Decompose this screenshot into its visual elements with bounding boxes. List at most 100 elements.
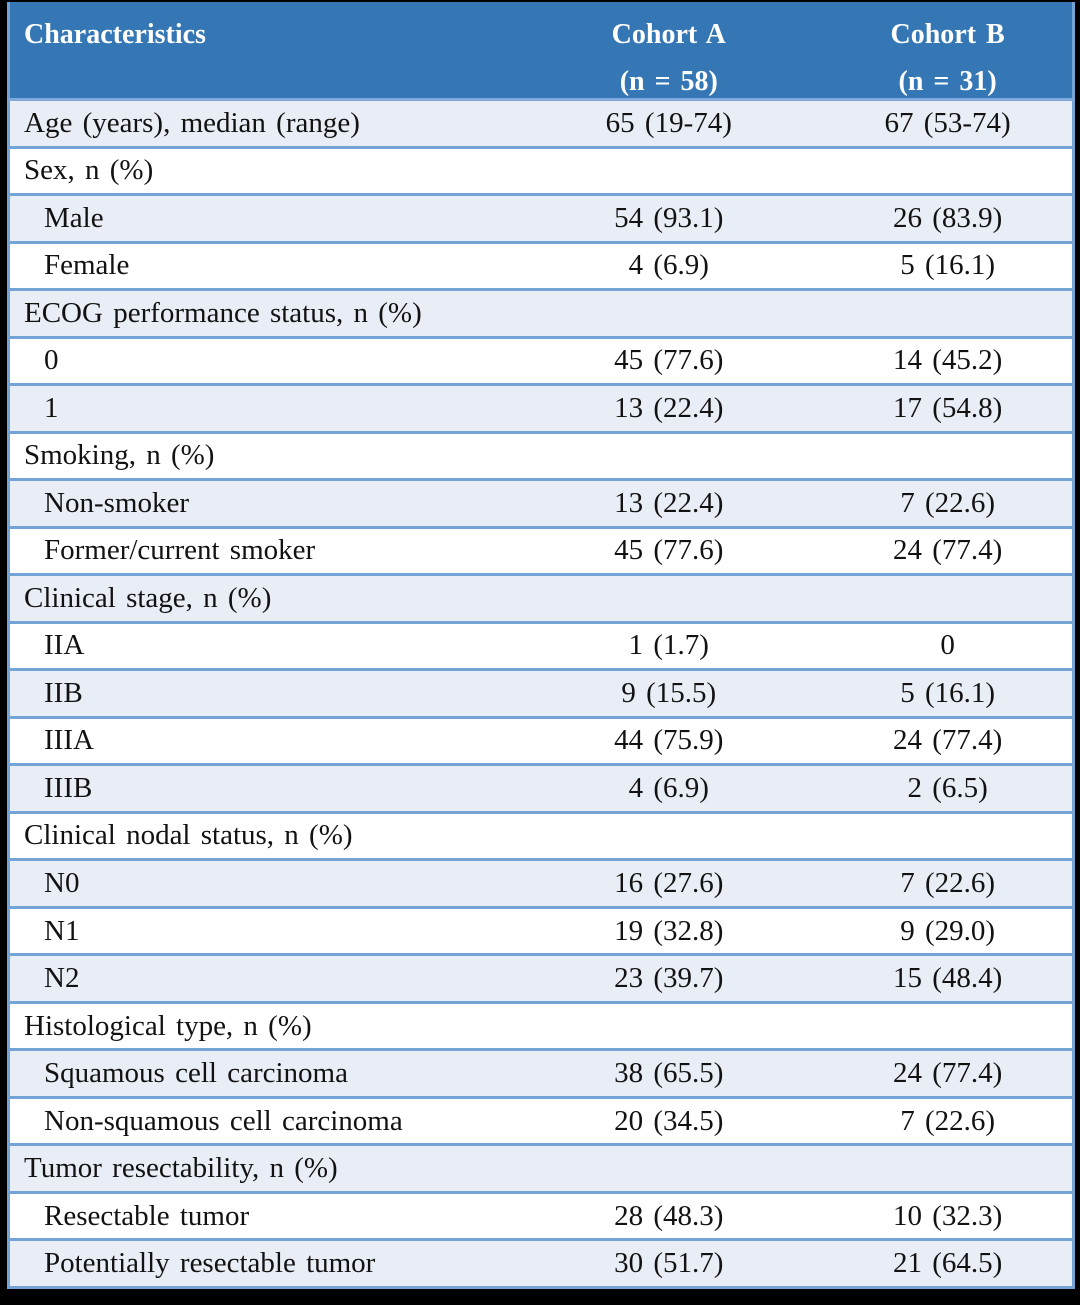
section-row: Tumor resectability, n (%) [8, 1144, 1074, 1194]
section-row: Clinical stage, n (%) [8, 574, 1074, 624]
characteristic-cell: ECOG performance status, n (%) [8, 289, 515, 339]
cohort-a-cell: 4 (6.9) [514, 764, 824, 814]
cohort-a-cell: 38 (65.5) [514, 1049, 824, 1099]
cohort-b-cell: 21 (64.5) [823, 1239, 1074, 1289]
header-cohort-a-n: (n = 58) [619, 66, 718, 97]
header-cohort-a: Cohort A (n = 58) [514, 2, 824, 101]
characteristic-cell: Age (years), median (range) [8, 99, 515, 149]
characteristic-cell: Smoking, n (%) [8, 432, 515, 482]
header-row: Characteristics Cohort A (n = 58) Cohort… [8, 2, 1074, 101]
cohort-b-cell [823, 432, 1074, 482]
characteristic-cell: 1 [8, 384, 515, 434]
data-row: 0 45 (77.6) 14 (45.2) [8, 337, 1074, 387]
cohort-b-cell: 0 [823, 622, 1074, 672]
cohort-a-cell: 28 (48.3) [514, 1192, 824, 1242]
header-cohort-a-title: Cohort A [611, 19, 726, 50]
cohort-a-cell: 30 (51.7) [514, 1239, 824, 1289]
section-row: Smoking, n (%) [8, 432, 1074, 482]
cohort-b-cell [823, 147, 1074, 197]
characteristic-cell: N0 [8, 859, 515, 909]
characteristic-cell: Resectable tumor [8, 1192, 515, 1242]
cohort-a-cell [514, 574, 824, 624]
cohort-a-cell: 65 (19-74) [514, 99, 824, 149]
cohort-b-cell [823, 812, 1074, 862]
header-cohort-b: Cohort B (n = 31) [823, 2, 1074, 101]
cohort-a-cell [514, 147, 824, 197]
cohort-a-cell [514, 1144, 824, 1194]
header-cohort-b-title: Cohort B [890, 19, 1005, 50]
cohort-a-cell: 54 (93.1) [514, 194, 824, 244]
cohort-b-cell: 7 (22.6) [823, 1097, 1074, 1147]
cohort-b-cell: 9 (29.0) [823, 907, 1074, 957]
characteristic-cell: Former/current smoker [8, 527, 515, 577]
characteristic-cell: Tumor resectability, n (%) [8, 1144, 515, 1194]
data-row: Age (years), median (range) 65 (19-74) 67 … [8, 99, 1074, 149]
cohort-b-cell [823, 1144, 1074, 1194]
section-row: Clinical nodal status, n (%) [8, 812, 1074, 862]
cohort-b-cell [823, 1002, 1074, 1052]
cohort-b-cell: 14 (45.2) [823, 337, 1074, 387]
cohort-a-cell: 45 (77.6) [514, 527, 824, 577]
cohort-b-cell [823, 289, 1074, 339]
characteristic-cell: Squamous cell carcinoma [8, 1049, 515, 1099]
cohort-a-cell: 13 (22.4) [514, 384, 824, 434]
data-row: IIIA 44 (75.9) 24 (77.4) [8, 717, 1074, 767]
characteristic-cell: Non-smoker [8, 479, 515, 529]
cohort-b-cell: 10 (32.3) [823, 1192, 1074, 1242]
characteristic-cell: N2 [8, 954, 515, 1004]
data-row: IIA 1 (1.7) 0 [8, 622, 1074, 672]
data-row: Potentially resectable tumor 30 (51.7) 21 … [8, 1239, 1074, 1289]
cohort-a-cell: 13 (22.4) [514, 479, 824, 529]
data-row: N2 23 (39.7) 15 (48.4) [8, 954, 1074, 1004]
data-row: Non-squamous cell carcinoma 20 (34.5) 7 (2… [8, 1097, 1074, 1147]
cohort-a-cell [514, 289, 824, 339]
cohort-b-cell: 24 (77.4) [823, 1049, 1074, 1099]
header-cohort-b-n: (n = 31) [898, 66, 997, 97]
data-row: IIIB 4 (6.9) 2 (6.5) [8, 764, 1074, 814]
cohort-b-cell: 26 (83.9) [823, 194, 1074, 244]
cohort-a-cell: 4 (6.9) [514, 242, 824, 292]
characteristic-cell: N1 [8, 907, 515, 957]
table-header: Characteristics Cohort A (n = 58) Cohort… [8, 2, 1074, 101]
cohort-b-cell: 5 (16.1) [823, 669, 1074, 719]
data-row: Female 4 (6.9) 5 (16.1) [8, 242, 1074, 292]
cohort-a-cell: 19 (32.8) [514, 907, 824, 957]
data-row: N1 19 (32.8) 9 (29.0) [8, 907, 1074, 957]
cohort-a-cell: 23 (39.7) [514, 954, 824, 1004]
data-row: Former/current smoker 45 (77.6) 24 (77.4) [8, 527, 1074, 577]
cohort-b-cell: 24 (77.4) [823, 527, 1074, 577]
characteristic-cell: Sex, n (%) [8, 147, 515, 197]
cohort-a-cell [514, 1002, 824, 1052]
cohort-b-cell: 15 (48.4) [823, 954, 1074, 1004]
cohort-a-cell: 9 (15.5) [514, 669, 824, 719]
characteristic-cell: Histological type, n (%) [8, 1002, 515, 1052]
table-body: Age (years), median (range) 65 (19-74) 67 … [8, 99, 1074, 1289]
cohort-a-cell: 20 (34.5) [514, 1097, 824, 1147]
section-row: ECOG performance status, n (%) [8, 289, 1074, 339]
characteristic-cell: Clinical stage, n (%) [8, 574, 515, 624]
cohort-b-cell: 7 (22.6) [823, 479, 1074, 529]
section-row: Sex, n (%) [8, 147, 1074, 197]
data-row: 1 13 (22.4) 17 (54.8) [8, 384, 1074, 434]
header-characteristics-label: Characteristics [24, 19, 206, 50]
characteristic-cell: Male [8, 194, 515, 244]
cohort-b-cell: 67 (53-74) [823, 99, 1074, 149]
section-row: Histological type, n (%) [8, 1002, 1074, 1052]
data-row: IIB 9 (15.5) 5 (16.1) [8, 669, 1074, 719]
cohort-b-cell: 7 (22.6) [823, 859, 1074, 909]
header-characteristics: Characteristics [8, 2, 515, 101]
data-row: Non-smoker 13 (22.4) 7 (22.6) [8, 479, 1074, 529]
cohort-a-cell: 45 (77.6) [514, 337, 824, 387]
cohort-b-cell: 17 (54.8) [823, 384, 1074, 434]
cohort-a-cell: 1 (1.7) [514, 622, 824, 672]
characteristic-cell: IIA [8, 622, 515, 672]
characteristic-cell: Female [8, 242, 515, 292]
cohort-b-cell: 2 (6.5) [823, 764, 1074, 814]
cohort-a-cell [514, 432, 824, 482]
data-row: Squamous cell carcinoma 38 (65.5) 24 (77.4… [8, 1049, 1074, 1099]
characteristic-cell: 0 [8, 337, 515, 387]
characteristic-cell: Potentially resectable tumor [8, 1239, 515, 1289]
data-row: Resectable tumor 28 (48.3) 10 (32.3) [8, 1192, 1074, 1242]
cohort-b-cell [823, 574, 1074, 624]
